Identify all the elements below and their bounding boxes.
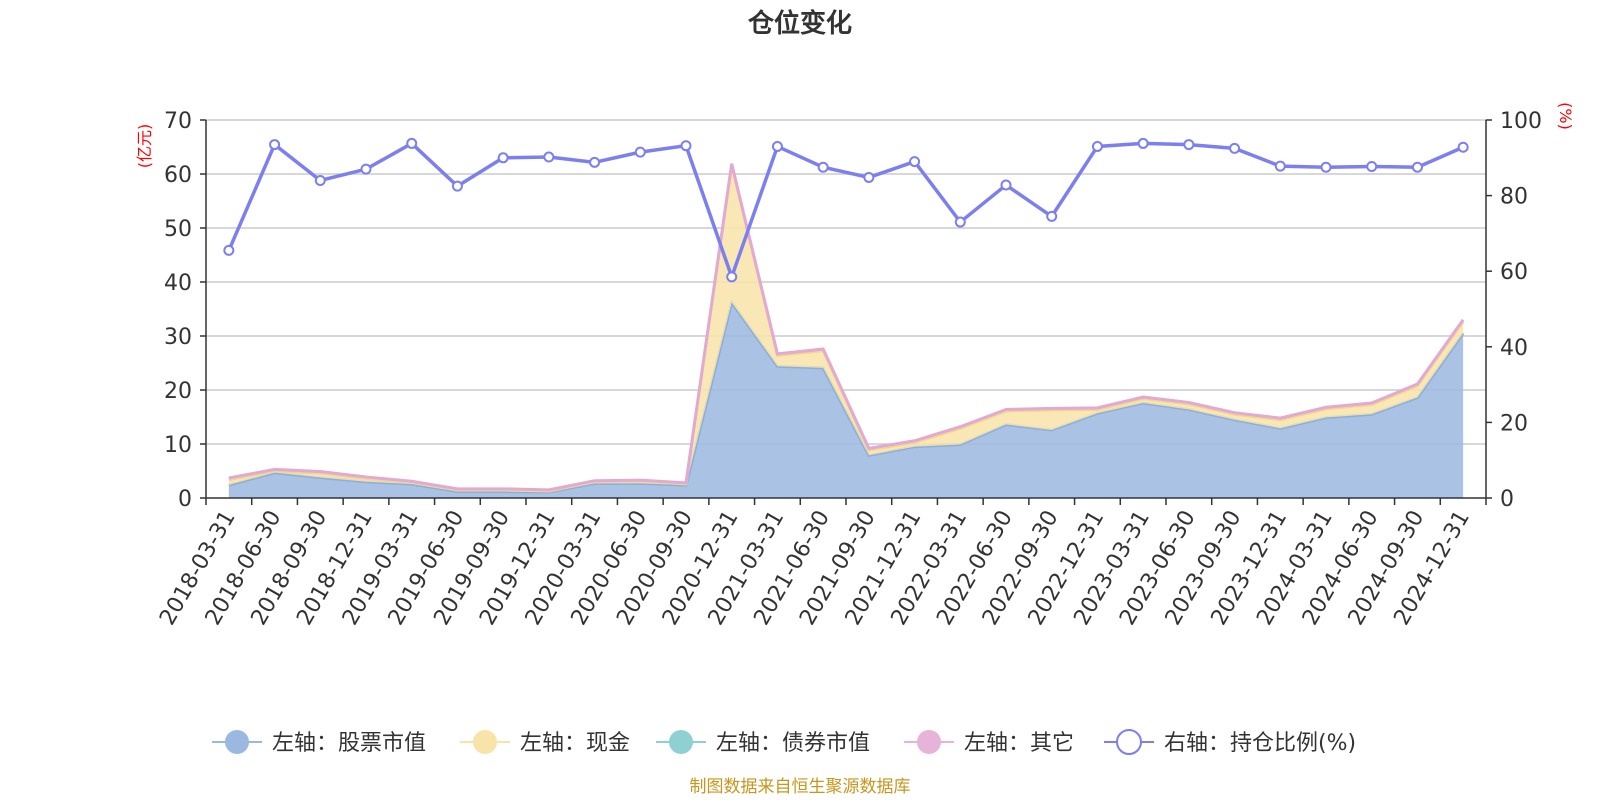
legend-item: 左轴：现金 bbox=[460, 730, 630, 756]
ratio-point bbox=[954, 216, 966, 228]
legend: 左轴：股票市值 左轴：现金 左轴：债券市值 左轴：其它 右轴：持仓比例(%) bbox=[212, 729, 1356, 756]
left-axis-tick-label: 40 bbox=[164, 271, 192, 296]
ratio-point bbox=[269, 139, 281, 151]
ratio-point bbox=[406, 137, 418, 149]
ratio-point bbox=[1457, 141, 1469, 153]
legend-marker bbox=[669, 730, 693, 754]
ratio-point bbox=[497, 152, 509, 164]
ratio-line bbox=[227, 141, 1464, 283]
legend-item: 右轴：持仓比例(%) bbox=[1104, 729, 1356, 756]
legend-marker bbox=[917, 730, 941, 754]
ratio-point bbox=[1091, 140, 1103, 152]
left-axis-tick-label: 50 bbox=[164, 217, 192, 242]
legend-label: 左轴：股票市值 bbox=[272, 731, 426, 756]
ratio-point bbox=[680, 140, 692, 152]
ratio-point bbox=[1000, 179, 1012, 191]
left-axis-tick-label: 20 bbox=[164, 379, 192, 404]
ratio-point bbox=[1046, 210, 1058, 222]
left-axis-tick-label: 60 bbox=[164, 163, 192, 188]
legend-item: 左轴：其它 bbox=[904, 730, 1074, 756]
chart-title: 仓位变化 bbox=[747, 8, 852, 39]
ratio-point bbox=[817, 161, 829, 173]
area-左轴：股票市值 bbox=[228, 302, 1464, 498]
legend-marker bbox=[225, 730, 249, 754]
left-axis-tick-label: 10 bbox=[164, 433, 192, 458]
ratio-point bbox=[771, 140, 783, 152]
ratio-point bbox=[1229, 142, 1241, 154]
right-axis-tick-label: 40 bbox=[1500, 336, 1528, 361]
legend-label: 左轴：债券市值 bbox=[716, 731, 870, 756]
ratio-point bbox=[1366, 160, 1378, 172]
ratio-point bbox=[1320, 161, 1332, 173]
left-axis-tick-label: 0 bbox=[178, 487, 192, 512]
ratio-point bbox=[1183, 139, 1195, 151]
right-axis-tick-label: 100 bbox=[1500, 109, 1542, 134]
holding-ratio-line bbox=[223, 137, 1469, 283]
legend-label: 左轴：现金 bbox=[520, 731, 630, 756]
ratio-point bbox=[314, 174, 326, 186]
legend-marker bbox=[1116, 729, 1142, 755]
ratio-point bbox=[451, 180, 463, 192]
ratio-point bbox=[726, 271, 738, 283]
ratio-point bbox=[1274, 160, 1286, 172]
left-axis-unit: (亿元) bbox=[135, 124, 154, 169]
stacked-areas bbox=[228, 163, 1465, 498]
ratio-point bbox=[909, 156, 921, 168]
axes: 0102030405060700204060801002018-03-31201… bbox=[155, 109, 1542, 630]
legend-item: 左轴：债券市值 bbox=[656, 730, 870, 756]
ratio-point bbox=[360, 163, 372, 175]
right-axis-tick-label: 20 bbox=[1500, 411, 1528, 436]
ratio-point bbox=[223, 244, 235, 256]
left-axis-tick-label: 30 bbox=[164, 325, 192, 350]
ratio-point bbox=[589, 156, 601, 168]
data-source-note: 制图数据来自恒生聚源数据库 bbox=[690, 777, 911, 797]
legend-label: 右轴：持仓比例(%) bbox=[1164, 731, 1356, 756]
legend-label: 左轴：其它 bbox=[964, 731, 1074, 756]
left-axis-tick-label: 70 bbox=[164, 109, 192, 134]
ratio-point bbox=[863, 171, 875, 183]
area-line-左轴：其它 bbox=[228, 163, 1465, 492]
right-axis-tick-label: 0 bbox=[1500, 487, 1514, 512]
right-axis-tick-label: 60 bbox=[1500, 260, 1528, 285]
right-axis-tick-label: 80 bbox=[1500, 185, 1528, 210]
ratio-point bbox=[1411, 161, 1423, 173]
ratio-point bbox=[543, 151, 555, 163]
ratio-point bbox=[1137, 137, 1149, 149]
legend-item: 左轴：股票市值 bbox=[212, 730, 426, 756]
ratio-point bbox=[634, 146, 646, 158]
legend-marker bbox=[473, 730, 497, 754]
right-axis-unit: (%) bbox=[1556, 102, 1575, 130]
